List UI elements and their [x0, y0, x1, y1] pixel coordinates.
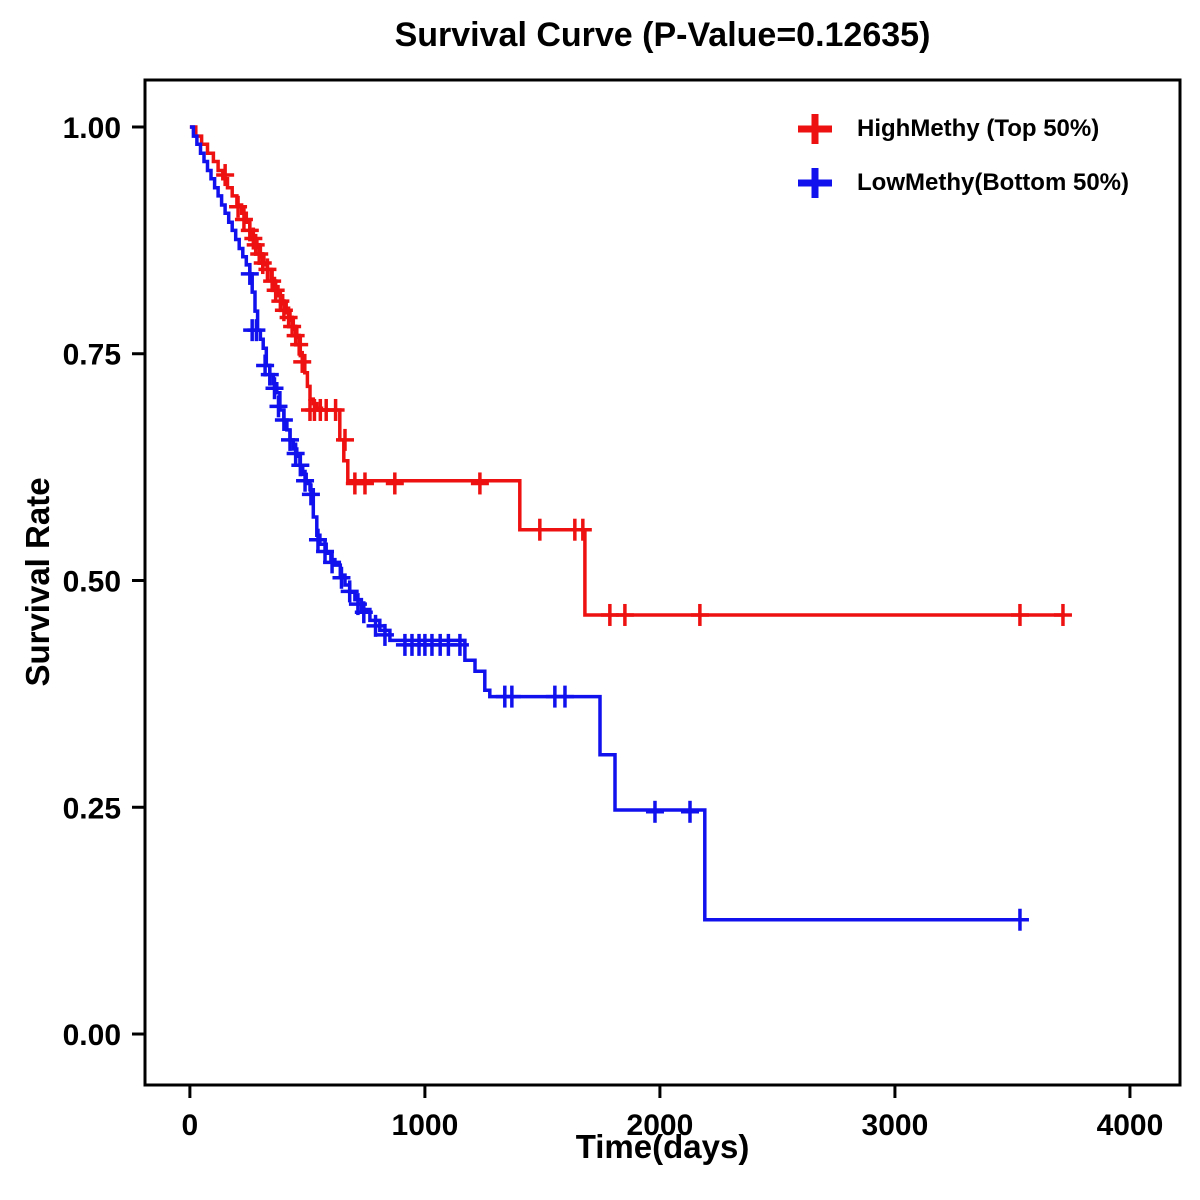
legend-label: HighMethy (Top 50%)	[857, 115, 1100, 142]
x-tick-label: 4000	[1097, 1109, 1164, 1142]
legend: HighMethy (Top 50%) LowMethy(Bottom 50%)	[795, 110, 1129, 218]
legend-label: LowMethy(Bottom 50%)	[857, 169, 1129, 196]
x-tick-label: 2000	[627, 1109, 694, 1142]
plot-border	[143, 78, 1182, 1087]
plus-marker-icon	[795, 112, 835, 146]
y-tick-label: 0.25	[63, 792, 121, 825]
survival-curve	[189, 125, 1025, 922]
y-tick-label: 1.00	[63, 112, 121, 145]
x-tick-label: 3000	[862, 1109, 929, 1142]
x-tick-label: 1000	[392, 1109, 459, 1142]
chart-title: Survival Curve (P-Value=0.12635)	[394, 16, 931, 54]
legend-item-highmethy: HighMethy (Top 50%)	[795, 110, 1129, 148]
y-tick-label: 0.75	[63, 339, 121, 372]
y-tick-label: 0.00	[63, 1019, 121, 1052]
y-tick-label: 0.50	[63, 566, 121, 599]
plus-marker-icon	[795, 166, 835, 200]
x-tick-label: 0	[182, 1109, 199, 1142]
legend-item-lowmethy: LowMethy(Bottom 50%)	[795, 164, 1129, 202]
x-axis-label: Time(days)	[575, 1128, 750, 1165]
